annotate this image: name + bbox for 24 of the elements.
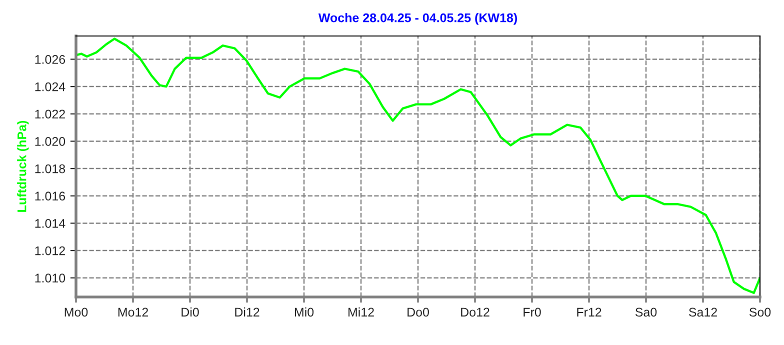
y-tick-label: 1.012 [35,246,65,256]
x-tick-label: Do0 [408,308,429,317]
x-tick-label: So0 [749,308,771,317]
x-tick-label: Do12 [461,308,490,317]
x-tick-label: Di0 [182,307,199,317]
x-tick-label: Mo0 [64,308,88,317]
y-tick-label: 1.016 [35,192,66,201]
y-tick-label: 1.010 [35,274,66,283]
x-tick-label: Mi0 [294,307,314,317]
x-tick-label: Fr0 [524,308,541,317]
chart-title: Woche 28.04.25 - 04.05.25 (KW18) [318,13,517,25]
y-tick-label: 1.022 [35,110,65,119]
y-axis-title: Luftdruck (hPa) [17,120,29,212]
x-tick-label: Mo12 [118,308,148,317]
x-tick-label: Sa12 [688,308,717,317]
y-tick-label: 1.026 [35,55,66,64]
x-tick-label: Mi12 [348,307,374,316]
y-tick-label: 1.018 [35,164,66,174]
y-tick-label: 1.024 [35,82,66,92]
x-tick-label: Fr12 [577,308,602,316]
x-tick-label: Di12 [235,307,260,316]
y-tick-label: 1.014 [35,219,66,228]
y-tick-label: 1.020 [35,137,66,146]
x-tick-label: Sa0 [635,308,657,317]
